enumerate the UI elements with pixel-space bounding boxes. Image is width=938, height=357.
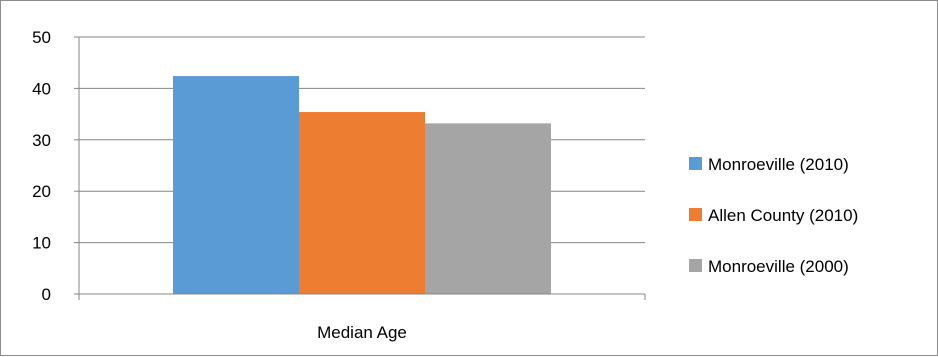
legend-swatch: [689, 208, 702, 221]
y-tick-label: 20: [32, 182, 51, 201]
legend-swatch: [689, 259, 702, 272]
legend-label: Monroeville (2010): [708, 155, 849, 174]
y-tick-label: 50: [32, 28, 51, 47]
legend-label: Monroeville (2000): [708, 257, 849, 276]
bar: [173, 76, 299, 295]
legend-swatch: [689, 157, 702, 170]
legend: Monroeville (2010) Allen County (2010) Mon…: [689, 155, 858, 276]
bars: [173, 76, 551, 295]
axes: 0 10 20 30 40 50 Median Age: [32, 28, 646, 342]
y-tick-label: 10: [32, 234, 51, 253]
y-tick-label: 0: [42, 285, 51, 304]
x-category-label: Median Age: [317, 323, 407, 342]
legend-label: Allen County (2010): [708, 206, 858, 225]
y-tick-label: 30: [32, 131, 51, 150]
bar: [299, 112, 425, 294]
bar: [425, 123, 551, 295]
y-tick-label: 40: [32, 79, 51, 98]
